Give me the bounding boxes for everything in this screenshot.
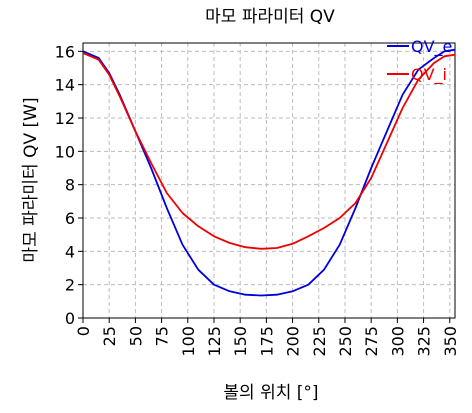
legend: QV_e QV_i <box>387 37 452 85</box>
legend-label: QV_e <box>411 37 452 57</box>
series-line-qv-e <box>82 48 456 297</box>
y-tick-label: 14 <box>55 76 75 95</box>
series-line-qv-i <box>82 52 456 250</box>
y-tick-label: 0 <box>65 309 75 328</box>
grid-lines <box>83 43 455 318</box>
y-axis-label: 마모 파라미터 QV [W] <box>21 97 41 262</box>
y-tick-label: 8 <box>65 176 75 195</box>
x-tick-label: 225 <box>310 326 329 357</box>
chart-title: 마모 파라미터 QV <box>205 7 335 27</box>
x-tick-label: 25 <box>100 326 119 346</box>
legend-label: QV_i <box>411 65 447 85</box>
x-tick-label: 50 <box>126 326 145 346</box>
y-tick-label: 12 <box>55 109 75 128</box>
x-tick-label: 250 <box>336 326 355 357</box>
axis-ticks: 0 2 4 6 8 10 12 14 16 0 25 50 75 100 125 150 175 200 225 25… <box>55 42 460 356</box>
x-tick-label: 325 <box>415 326 434 357</box>
plot-frame <box>82 42 456 319</box>
x-tick-label: 350 <box>441 326 460 357</box>
x-tick-label: 275 <box>362 326 381 357</box>
series-lines <box>82 48 456 297</box>
x-tick-label: 200 <box>284 326 303 357</box>
x-tick-label: 75 <box>153 326 172 346</box>
y-tick-label: 10 <box>55 142 75 161</box>
x-tick-label: 175 <box>257 326 276 357</box>
x-tick-label: 100 <box>179 326 198 357</box>
x-tick-label: 0 <box>74 326 93 336</box>
x-axis-label: 볼의 위치 [°] <box>223 383 318 403</box>
x-tick-label: 125 <box>205 326 224 357</box>
y-tick-label: 2 <box>65 276 75 295</box>
x-tick-label: 150 <box>231 326 250 357</box>
y-tick-label: 4 <box>65 242 75 261</box>
x-tick-label: 300 <box>388 326 407 357</box>
y-tick-label: 6 <box>65 209 75 228</box>
y-tick-label: 16 <box>55 42 75 61</box>
